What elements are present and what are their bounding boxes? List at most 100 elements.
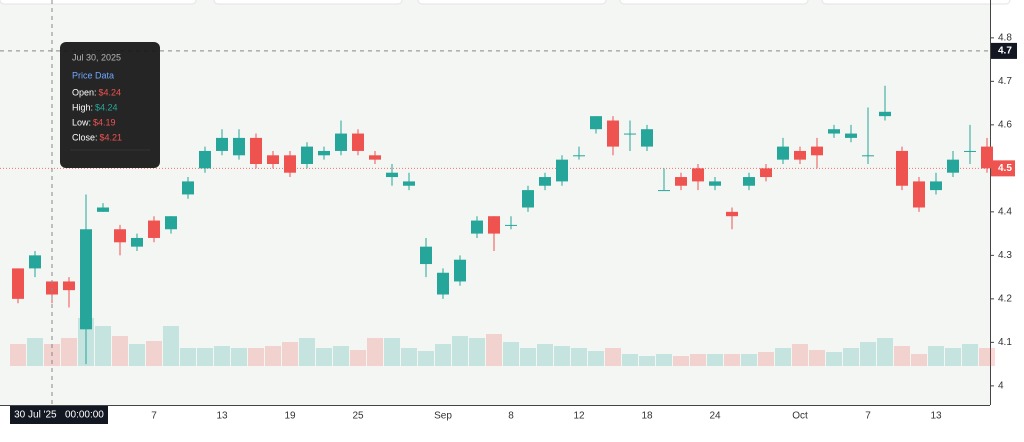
- volume-bar: [503, 342, 519, 366]
- volume-bar: [605, 348, 621, 366]
- tooltip-date: Jul 30, 2025: [72, 52, 121, 62]
- last-price-badge: [991, 160, 1015, 177]
- volume-bar: [231, 348, 247, 366]
- candle-body: [828, 129, 840, 134]
- candle-body: [607, 120, 619, 147]
- volume-bar: [350, 350, 366, 366]
- candle-body: [896, 150, 908, 186]
- candle-body: [454, 259, 466, 282]
- volume-bar: [180, 348, 196, 366]
- tooltip-row-label: Low:: [72, 117, 91, 127]
- volume-bar: [248, 348, 264, 366]
- volume-bar: [707, 354, 723, 366]
- tooltip-row-value: $4.24: [95, 102, 118, 112]
- top-cards: [0, 0, 1011, 5]
- volume-bar: [979, 348, 995, 366]
- candle-body: [29, 255, 41, 269]
- candle-body: [624, 133, 636, 135]
- volume-bar: [792, 344, 808, 366]
- volume-bar: [163, 326, 179, 366]
- volume-bar: [384, 338, 400, 366]
- y-tick-label: 4.2: [998, 293, 1012, 304]
- y-tick-label: 4.8: [998, 32, 1012, 43]
- volume-bar: [690, 354, 706, 366]
- volume-bar: [95, 326, 111, 366]
- volume-bar: [826, 352, 842, 366]
- volume-bar: [775, 348, 791, 366]
- candle-body: [658, 190, 670, 192]
- crosshair-y-badge: [991, 42, 1017, 59]
- candle-body: [488, 216, 500, 234]
- volume-bar: [469, 338, 485, 366]
- candle-body: [216, 137, 228, 151]
- volume-bar: [367, 338, 383, 366]
- candle-body: [845, 133, 857, 138]
- candle-body: [675, 177, 687, 186]
- candle-body: [437, 272, 449, 295]
- volume-bar: [129, 344, 145, 366]
- x-tick-label: 7: [151, 411, 157, 422]
- volume-bar: [741, 354, 757, 366]
- candle-body: [301, 146, 313, 165]
- volume-bar: [452, 336, 468, 366]
- volume-bar: [571, 348, 587, 366]
- tooltip-row-value: $4.21: [100, 132, 123, 142]
- y-tick-label: 4.7: [998, 76, 1012, 87]
- volume-bar: [401, 348, 417, 366]
- volume-bar: [962, 344, 978, 366]
- volume-bar: [724, 354, 740, 366]
- crosshair-y-label: 4.7: [998, 46, 1012, 57]
- volume-bar: [61, 338, 77, 366]
- volume-bar: [656, 354, 672, 366]
- candle-body: [947, 159, 959, 173]
- tooltip-heading: Price Data: [72, 70, 114, 80]
- volume-bar: [622, 354, 638, 366]
- volume-bar: [435, 344, 451, 366]
- crosshair-x-label: 30 Jul '25 00:00:00: [14, 410, 104, 421]
- volume-bar: [588, 351, 604, 366]
- x-tick-label: Sep: [434, 411, 452, 422]
- candle-body: [420, 246, 432, 265]
- x-tick-label: 25: [352, 411, 364, 422]
- volume-bar: [758, 352, 774, 366]
- y-tick-label: 4.4: [998, 206, 1012, 217]
- candle-body: [760, 168, 772, 178]
- volume-bar: [554, 346, 570, 366]
- candle-body: [250, 137, 262, 165]
- card: [821, 0, 1011, 5]
- volume-bar: [860, 342, 876, 366]
- candle-body: [692, 168, 704, 182]
- candle-body: [913, 181, 925, 208]
- x-tick-label: Oct: [792, 411, 808, 422]
- candle-body: [743, 177, 755, 186]
- candle-body: [284, 155, 296, 173]
- candle-body: [165, 216, 177, 230]
- volume-bar: [894, 346, 910, 366]
- y-tick-label: 4.1: [998, 337, 1012, 348]
- candle-body: [114, 229, 126, 243]
- volume-bar: [877, 338, 893, 366]
- candle-body: [318, 150, 330, 156]
- volume-bar: [265, 346, 281, 366]
- volume-bar: [809, 350, 825, 366]
- y-tick-label: 4: [998, 380, 1004, 391]
- candle-body: [930, 181, 942, 191]
- volume-bar: [112, 336, 128, 366]
- candle-body: [471, 220, 483, 234]
- x-tick-label: 13: [216, 411, 228, 422]
- volume-bar: [214, 346, 230, 366]
- candle-body: [522, 190, 534, 208]
- candle-body: [709, 181, 721, 186]
- volume-bar: [282, 342, 298, 366]
- candle-body: [335, 133, 347, 151]
- volume-bar: [928, 346, 944, 366]
- candle-body: [369, 155, 381, 160]
- volume-bar: [316, 348, 332, 366]
- candle-body: [403, 181, 415, 186]
- candle-body: [182, 181, 194, 195]
- candle-body: [267, 155, 279, 165]
- candle-body: [879, 111, 891, 117]
- candle-body: [46, 281, 58, 295]
- tooltip-box: [60, 42, 160, 168]
